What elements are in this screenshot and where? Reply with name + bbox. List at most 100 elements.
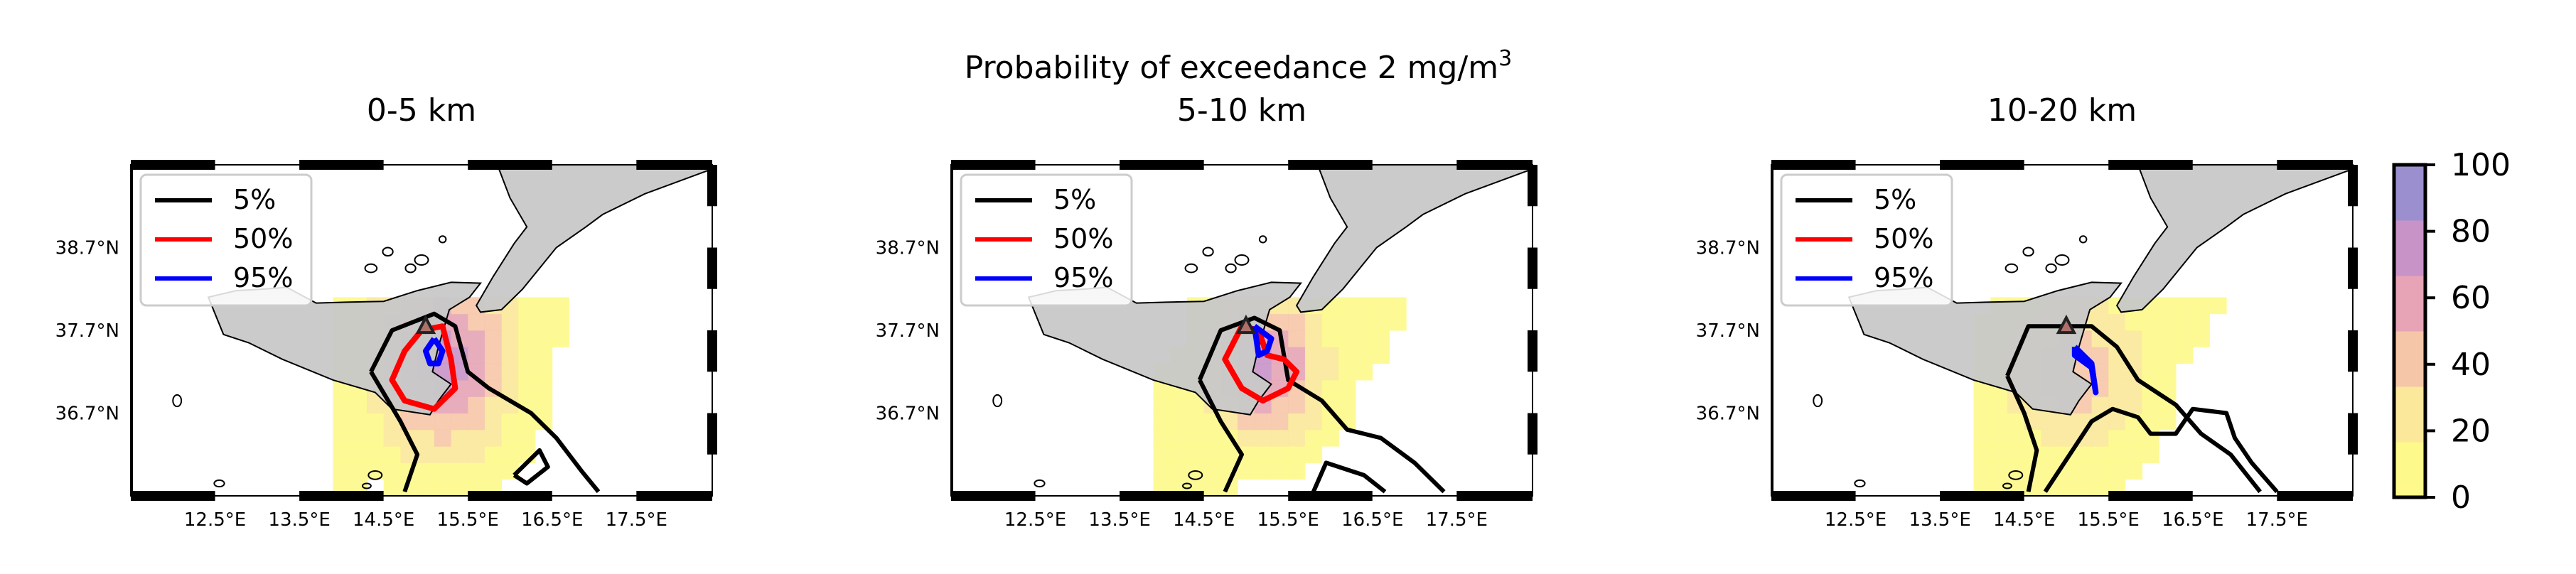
legend-label: 50% — [1874, 223, 1933, 254]
probability-cell — [2007, 446, 2025, 463]
probability-cell — [1338, 297, 1356, 315]
contour-5pct — [2005, 374, 2039, 492]
lat-tick-label: 37.7°N — [1696, 320, 1760, 342]
frame-band — [636, 160, 712, 170]
contour-50pct — [1222, 323, 1300, 404]
panel-title: 0-5 km — [367, 92, 476, 129]
probability-cell — [1372, 347, 1390, 364]
island — [2008, 470, 2024, 480]
contour-legend: 5% 50% 95% — [139, 173, 313, 307]
probability-cell — [350, 396, 367, 413]
probability-cell — [1990, 396, 2008, 413]
colorbar-tick-label: 0 — [2451, 480, 2471, 516]
probability-cell — [484, 313, 503, 331]
island — [2022, 247, 2034, 257]
probability-cell — [1288, 330, 1306, 347]
probability-cell — [2125, 347, 2143, 364]
probability-cell — [1238, 462, 1255, 480]
probability-cell — [1170, 462, 1188, 480]
island — [382, 247, 394, 257]
island — [1258, 235, 1267, 244]
probability-cell — [1321, 429, 1339, 447]
frame-band — [1288, 491, 1373, 501]
probability-cell — [1304, 313, 1323, 331]
probability-cell — [1186, 413, 1205, 430]
lon-tick-label: 16.5°E — [1341, 509, 1403, 531]
probability-cell — [1321, 379, 1339, 397]
probability-cell — [468, 313, 485, 331]
probability-cell — [2176, 313, 2194, 331]
probability-cell — [2176, 297, 2194, 315]
island — [992, 394, 1003, 408]
probability-cell — [2142, 330, 2159, 347]
lon-tick-label: 13.5°E — [268, 509, 330, 531]
probability-cell — [1170, 446, 1188, 463]
probability-cell — [1186, 396, 1205, 413]
lat-tick-label: 36.7°N — [55, 404, 119, 425]
legend-box — [139, 173, 313, 307]
probability-cell — [2159, 297, 2177, 315]
island — [362, 482, 372, 489]
probability-cell — [2074, 479, 2092, 496]
probability-cell — [417, 462, 435, 480]
probability-cell — [484, 330, 503, 347]
colorbar-segment — [2394, 165, 2425, 221]
probability-cell — [518, 363, 536, 381]
probability-cell — [451, 396, 468, 413]
contour-lines — [369, 311, 601, 494]
probability-cell — [350, 413, 367, 430]
probability-cell — [501, 429, 519, 447]
probability-cell — [501, 330, 519, 347]
probability-cell — [1271, 462, 1289, 480]
probability-cell — [552, 330, 569, 347]
probability-cell — [484, 347, 503, 364]
probability-cell — [2007, 429, 2025, 447]
colorbar-segment — [2394, 442, 2425, 498]
probability-cell — [1153, 413, 1171, 430]
legend-label: 5% — [1053, 184, 1096, 215]
volcano-vent-marker — [415, 314, 436, 335]
probability-cell — [2058, 413, 2076, 430]
legend-label: 95% — [1053, 262, 1113, 293]
probability-cell — [1254, 462, 1272, 480]
probability-cell — [434, 462, 451, 480]
lat-tick-label: 37.7°N — [876, 320, 940, 342]
probability-cell — [1973, 429, 1991, 447]
probability-cell — [1153, 396, 1171, 413]
probability-cell — [2041, 413, 2059, 430]
frame-band — [636, 491, 712, 501]
legend-label: 95% — [233, 262, 293, 293]
island — [2005, 263, 2019, 274]
frame-band — [2108, 491, 2193, 501]
probability-cell — [2125, 396, 2143, 413]
frame-band — [707, 247, 717, 289]
contour-50pct — [389, 323, 458, 412]
lon-tick-label: 13.5°E — [1909, 509, 1970, 531]
probability-cell — [2058, 429, 2076, 447]
probability-cell — [518, 429, 536, 447]
frame-band — [1456, 160, 1533, 170]
suptitle-superscript: 3 — [1498, 46, 1512, 71]
lon-tick-label: 15.5°E — [2078, 509, 2140, 531]
probability-cell — [1271, 396, 1289, 413]
probability-cell — [2041, 446, 2059, 463]
lon-tick-label: 14.5°E — [1173, 509, 1235, 531]
frame-band — [2348, 330, 2358, 372]
colorbar-tick-label: 20 — [2451, 413, 2491, 449]
probability-cell — [2041, 429, 2059, 447]
probability-cell — [366, 429, 385, 447]
probability-cell — [417, 446, 435, 463]
probability-cell — [1356, 330, 1373, 347]
probability-cell — [2176, 347, 2194, 364]
probability-cell — [434, 479, 451, 496]
probability-cell — [1271, 446, 1289, 463]
frame-band — [468, 491, 552, 501]
frame-band — [2348, 413, 2358, 455]
legend-label: 50% — [233, 223, 293, 254]
panel-title: 10-20 km — [1987, 92, 2137, 129]
probability-cell — [1238, 429, 1255, 447]
probability-cell — [1288, 313, 1306, 331]
probability-cell — [468, 347, 485, 364]
island — [414, 254, 429, 266]
